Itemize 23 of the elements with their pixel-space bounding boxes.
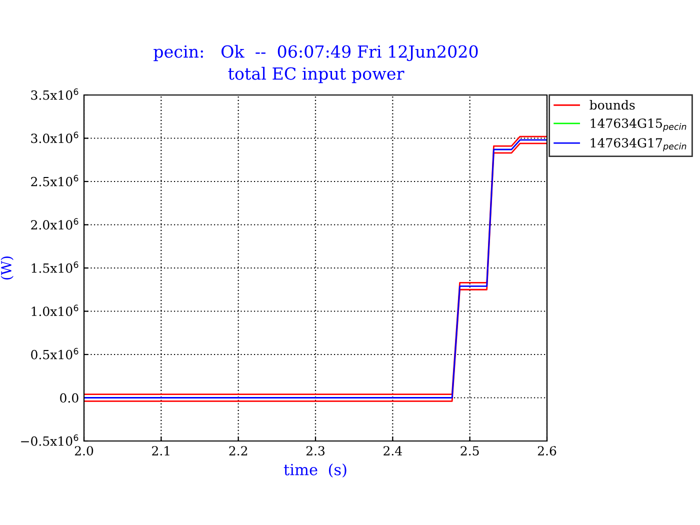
y-tick-label: 0.5x10$^{6}$ (31, 348, 78, 360)
x-tick-label: 2.4 (384, 446, 402, 456)
x-tick-label: 2.2 (229, 446, 248, 456)
x-tick-label: 2.3 (306, 446, 325, 456)
legend-label: bounds (590, 100, 635, 110)
y-tick-label: 3.0x10$^{6}$ (31, 132, 78, 144)
legend-label: 147634G17$_{pecin}$ (590, 138, 686, 152)
y-tick-label: 1.5x10$^{6}$ (32, 261, 78, 273)
y-tick-label: 2.5x10$^{6}$ (31, 174, 78, 186)
y-tick-label: −0.5x10$^{6}$ (21, 434, 78, 446)
y-tick-label: 3.5x10$^{6}$ (31, 88, 78, 100)
y-tick-label: 1.0x10$^{6}$ (32, 304, 78, 316)
x-tick-label: 2.5 (460, 446, 479, 456)
x-tick-label: 2.0 (74, 446, 94, 456)
x-tick-label: 2.6 (538, 446, 556, 456)
y-tick-label: 2.0x10$^{6}$ (31, 218, 78, 230)
x-axis-title: time (s) (284, 464, 346, 478)
chart-subtitle: total EC input power (228, 66, 404, 84)
y-tick-label: 0.0 (60, 393, 78, 403)
y-axis-title: (W) (0, 256, 14, 280)
legend-label: 147634G15$_{pecin}$ (590, 118, 686, 132)
chart-title: pecin: Ok -- 06:07:49 Fri 12Jun2020 (154, 44, 478, 62)
x-tick-label: 2.1 (152, 446, 170, 456)
